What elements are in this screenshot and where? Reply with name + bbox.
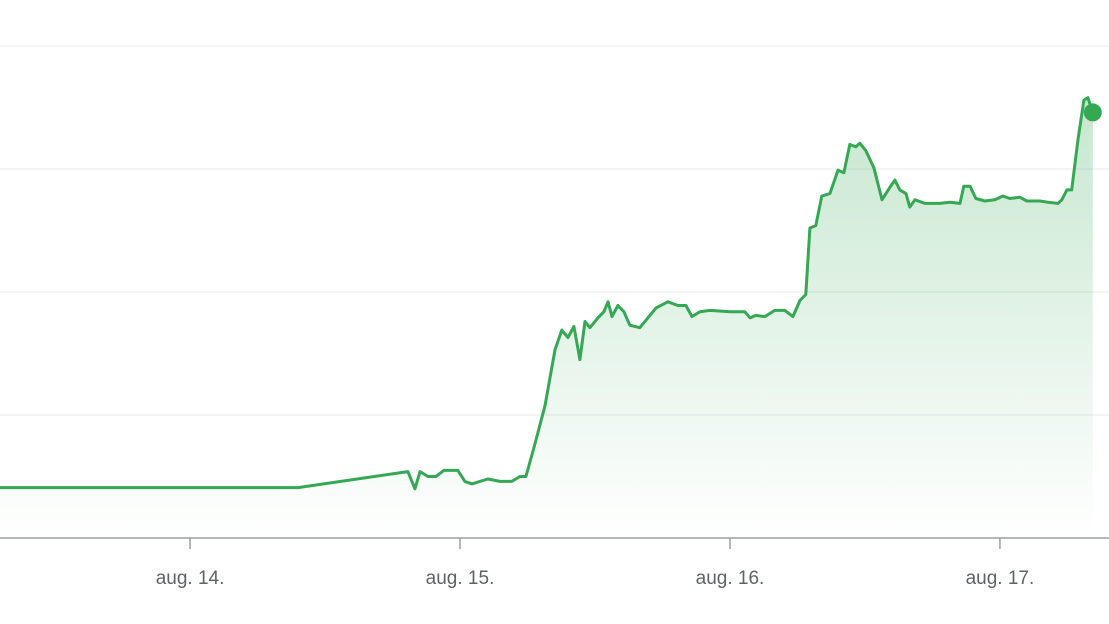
x-tick-label: aug. 15. [426,568,495,589]
x-tick-label: aug. 14. [156,568,225,589]
price-line [0,96,1095,491]
end-point [1083,103,1102,122]
area-fill [0,97,1093,538]
x-tick-label: aug. 16. [696,568,765,589]
x-tick-label: aug. 17. [966,568,1035,589]
